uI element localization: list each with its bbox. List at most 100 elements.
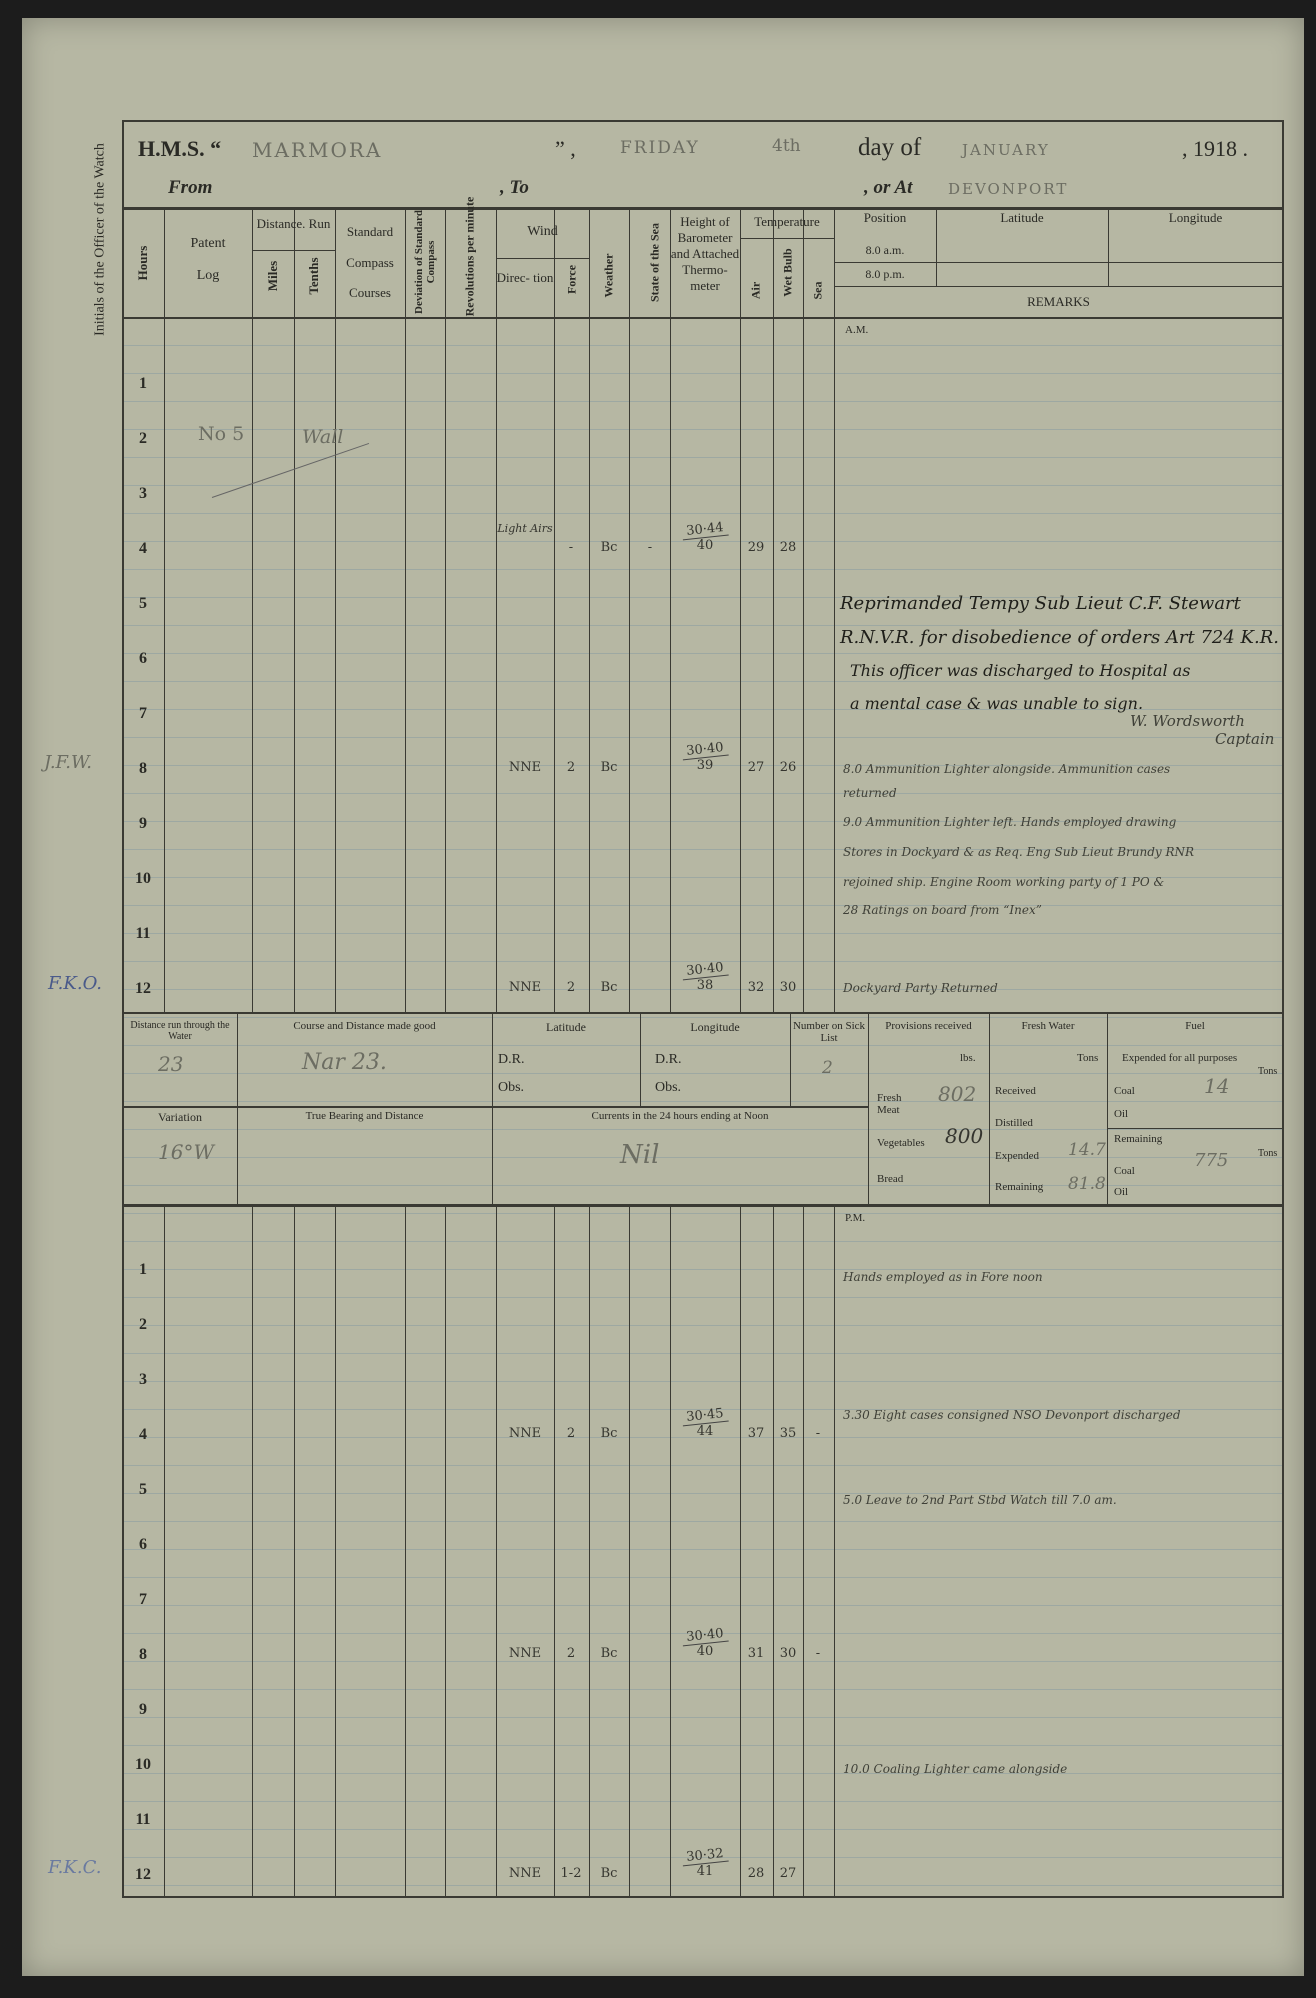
thermometer-value: 41 (696, 1864, 714, 1879)
rule-line (554, 1206, 555, 1896)
barometer-reading: 30·44 40 (670, 519, 740, 553)
rule-line (629, 208, 630, 1012)
header-distance-run: Distance. Run (256, 216, 331, 231)
oil-expended-label: Oil (1114, 1108, 1129, 1120)
water-expended-value: 14.7 (1068, 1140, 1106, 1160)
rule-line (834, 1206, 835, 1896)
remark-line: 9.0 Ammunition Lighter left. Hands emplo… (843, 815, 1177, 829)
rule-line (834, 286, 1283, 287)
header-weather: Weather (601, 253, 616, 298)
am-label: A.M. (845, 324, 869, 336)
weather-value: Bc (600, 1426, 618, 1441)
wet-value: 28 (779, 540, 797, 555)
header-courses: Courses (349, 285, 391, 300)
rule-line (335, 1206, 336, 1896)
fuel-expended-label: Expended for all purposes (1122, 1052, 1238, 1064)
weather-value: Bc (600, 980, 618, 995)
air-value: 27 (747, 760, 765, 775)
rule-line (405, 208, 406, 1012)
barometer-value: 30·44 (681, 519, 729, 541)
coal-remaining-value: 775 (1194, 1150, 1229, 1171)
rule-line (122, 1204, 1284, 1207)
coal-expended-label: Coal (1114, 1085, 1135, 1097)
fuel-label: Fuel (1185, 1020, 1205, 1032)
ship-name: MARMORA (252, 138, 383, 162)
header-force: Force (564, 264, 579, 295)
rule-line (496, 208, 497, 1012)
header-barometer: Height of Barometer and Attached Thermo-… (670, 214, 740, 293)
rule-line (237, 1013, 238, 1205)
force-value: 1-2 (560, 1866, 582, 1881)
header-log: Log (196, 268, 220, 283)
remark-line: Dockyard Party Returned (843, 981, 998, 995)
header-8am: 8.0 a.m. (865, 243, 905, 257)
hour-label: 3 (139, 1371, 147, 1388)
variation-value: 16°W (158, 1140, 215, 1164)
header-standard: Standard (346, 224, 394, 239)
longitude-label: Longitude (690, 1020, 740, 1034)
barometer-reading: 30·45 44 (670, 1405, 740, 1439)
rule-line (936, 208, 937, 286)
barometer-reading: 30·40 40 (670, 1625, 740, 1659)
pm-label: P.M. (845, 1212, 866, 1224)
distance-value: 23 (158, 1052, 184, 1076)
hour-label: 5 (139, 1481, 147, 1498)
force-value: 2 (566, 980, 576, 995)
rule-line (1107, 1128, 1283, 1129)
barometer-value: 30·32 (681, 1845, 729, 1867)
rule-line (834, 208, 835, 1012)
coal-expended-value: 14 (1204, 1074, 1230, 1098)
hour-label: 9 (139, 815, 147, 832)
rule-line (1107, 1013, 1108, 1205)
fuel-remaining-unit: Tons (1258, 1148, 1278, 1159)
header-wet-bulb: Wet Bulb (780, 248, 795, 297)
remark-line: This officer was discharged to Hospital … (850, 661, 1191, 680)
rule-line (122, 1012, 1284, 1014)
weather-value: Bc (600, 540, 618, 555)
rule-line (294, 1206, 295, 1896)
variation-label: Variation (158, 1110, 202, 1124)
vegetables-value: 800 (945, 1124, 984, 1148)
rule-line (740, 1206, 741, 1896)
remark-line: returned (843, 786, 897, 800)
from-label: From (168, 177, 213, 198)
hour-label: 4 (139, 1426, 147, 1443)
remark-line: rejoined ship. Engine Room working party… (843, 875, 1165, 889)
day-number: 4th (772, 136, 801, 156)
rule-line (834, 262, 1283, 263)
rule-line (554, 208, 555, 1012)
water-distilled-label: Distilled (995, 1117, 1033, 1129)
rule-line (670, 1206, 671, 1896)
vegetables-label: Vegetables (877, 1137, 925, 1149)
fresh-meat-value: 802 (938, 1082, 977, 1106)
remark-line: 5.0 Leave to 2nd Part Stbd Watch till 7.… (843, 1493, 1117, 1507)
provisions-unit: lbs. (960, 1052, 976, 1064)
hour-label: 2 (139, 430, 147, 447)
ruled-lines (122, 318, 1283, 1898)
hour-label: 6 (139, 650, 147, 667)
rule-line (496, 258, 589, 259)
force-value: 2 (566, 760, 576, 775)
header-sea-temp: Sea (810, 281, 825, 300)
barometer-reading: 30·40 38 (670, 959, 740, 993)
rule-line (335, 208, 336, 1012)
rule-line (868, 1013, 869, 1205)
thermometer-value: 38 (696, 978, 714, 993)
rule-line (252, 208, 253, 1012)
currents-value: Nil (620, 1140, 660, 1170)
hour-label: 1 (139, 1261, 147, 1278)
header-remarks: REMARKS (1027, 294, 1090, 309)
sea-temp-value: - (815, 1426, 821, 1441)
barometer-value: 30·40 (681, 739, 729, 761)
hour-label: 5 (139, 595, 147, 612)
day-of-label: day of (858, 134, 922, 161)
hour-label: 2 (139, 1316, 147, 1333)
wind-dir-value: NNE (508, 980, 542, 995)
header-direction: Direc- tion (496, 270, 554, 285)
sea-temp-value: - (815, 1646, 821, 1661)
header-wind: Wind (527, 224, 558, 239)
rule-line (670, 208, 671, 1012)
hour-label: 4 (139, 540, 147, 557)
rule-line (405, 1206, 406, 1896)
barometer-value: 30·40 (681, 1625, 729, 1647)
